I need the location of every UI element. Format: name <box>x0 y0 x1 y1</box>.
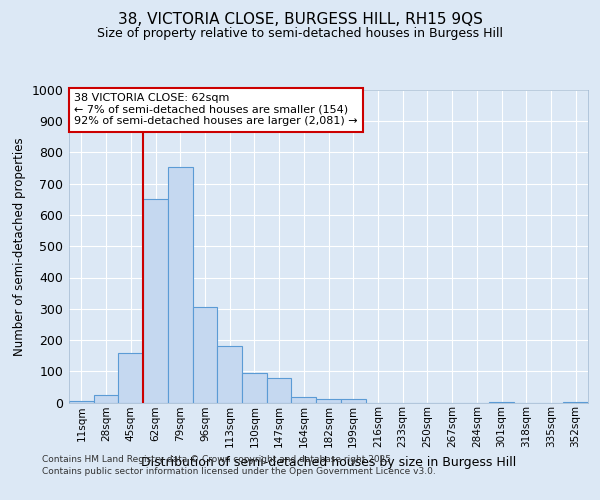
Bar <box>193 307 217 402</box>
Bar <box>217 346 242 403</box>
Bar <box>143 200 168 402</box>
Bar <box>292 397 316 402</box>
Bar <box>118 352 143 403</box>
Text: Contains HM Land Registry data © Crown copyright and database right 2025.: Contains HM Land Registry data © Crown c… <box>42 455 394 464</box>
X-axis label: Distribution of semi-detached houses by size in Burgess Hill: Distribution of semi-detached houses by … <box>141 456 516 468</box>
Bar <box>69 401 94 402</box>
Bar <box>341 400 365 402</box>
Y-axis label: Number of semi-detached properties: Number of semi-detached properties <box>13 137 26 356</box>
Text: 38 VICTORIA CLOSE: 62sqm
← 7% of semi-detached houses are smaller (154)
92% of s: 38 VICTORIA CLOSE: 62sqm ← 7% of semi-de… <box>74 93 358 126</box>
Text: 38, VICTORIA CLOSE, BURGESS HILL, RH15 9QS: 38, VICTORIA CLOSE, BURGESS HILL, RH15 9… <box>118 12 482 28</box>
Bar <box>242 373 267 402</box>
Text: Contains public sector information licensed under the Open Government Licence v3: Contains public sector information licen… <box>42 468 436 476</box>
Bar <box>168 166 193 402</box>
Bar <box>94 394 118 402</box>
Bar <box>316 399 341 402</box>
Text: Size of property relative to semi-detached houses in Burgess Hill: Size of property relative to semi-detach… <box>97 28 503 40</box>
Bar <box>267 378 292 402</box>
